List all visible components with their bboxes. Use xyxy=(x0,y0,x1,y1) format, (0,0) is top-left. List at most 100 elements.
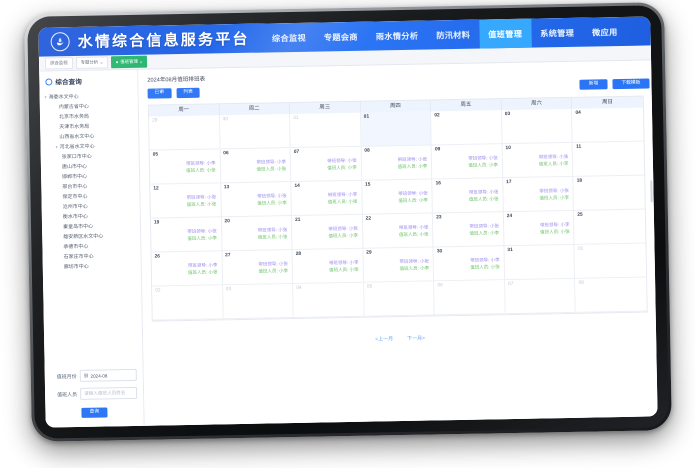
tab-label: 综合监视 xyxy=(49,60,68,66)
water-drop-icon xyxy=(50,32,70,52)
duty-staff: 值班人员: 小李 xyxy=(327,164,357,170)
calendar-cell[interactable]: 03 xyxy=(501,108,574,145)
calendar-cell[interactable]: 23 带班领导: 小张 值班人员: 小李 xyxy=(433,212,505,248)
calendar-day-number: 02 xyxy=(155,288,161,294)
calendar-day-number: 20 xyxy=(224,219,230,225)
calendar-cell[interactable]: 29 带班领导: 小张 值班人员: 小李 xyxy=(363,247,435,283)
duty-staff: 值班人员: 小李 xyxy=(399,265,430,271)
calendar-day-number: 01 xyxy=(577,246,584,252)
tab-close-icon[interactable]: × xyxy=(139,59,143,65)
calendar-cell[interactable]: 02 xyxy=(431,110,503,146)
calendar-cell[interactable]: 08 xyxy=(575,277,647,313)
calendar-day-number: 18 xyxy=(576,178,583,184)
calendar-day-number: 04 xyxy=(575,110,581,116)
tab-1[interactable]: 专题分析 × xyxy=(75,56,108,69)
person-search-input[interactable]: 请输入值班人员姓名 xyxy=(79,386,138,400)
calendar-cell[interactable]: 30 带班领导: 小李 值班人员: 小张 xyxy=(433,246,505,282)
calendar-cell[interactable]: 21 带班领导: 小张 值班人员: 小李 xyxy=(292,214,364,251)
app-body: 综合查询 ▾ 海委水文中心 内蒙古省中心 北京市水务局 天津市水务局 山西省水文中心 ▾ 河北… xyxy=(39,60,658,428)
calendar-cell[interactable]: 22 带班领导: 小张 值班人员: 小张 xyxy=(362,213,434,249)
tree-node-17[interactable]: 廊坊市中心 xyxy=(43,261,141,273)
tree-node-label: 河北省水文中心 xyxy=(59,143,95,151)
calendar-cell[interactable]: 24 带班领导: 小李 值班人员: 小张 xyxy=(503,210,575,247)
nav-item-1[interactable]: 专题会商 xyxy=(323,32,358,42)
sidebar: 综合查询 ▾ 海委水文中心 内蒙古省中心 北京市水务局 天津市水务局 山西省水文中心 ▾ 河北… xyxy=(39,69,145,428)
add-button[interactable]: 新增 xyxy=(579,79,608,90)
calendar-cell[interactable]: 27 带班领导: 小张 值班人员: 小李 xyxy=(222,250,294,286)
calendar-day-number: 03 xyxy=(225,287,232,293)
nav-item-4[interactable]: 值班管理 xyxy=(478,18,532,49)
tab-close-icon[interactable]: × xyxy=(100,59,103,66)
calendar-cell[interactable]: 20 带班领导: 小张 值班人员: 小张 xyxy=(221,216,293,252)
tree-node-label: 承德市中心 xyxy=(63,243,89,251)
month-picker-input[interactable]: ▦ 2024-08 xyxy=(79,368,137,382)
duty-entry: 带班领导: 小张 值班人员: 小李 xyxy=(506,188,570,202)
calendar-cell[interactable]: 30 xyxy=(219,114,291,150)
tree-node-label: 廊坊市中心 xyxy=(63,263,89,271)
calendar-grid: 29 30 31 01 02 03 04 05 带班领导: 小李 值班人员: 小张 06 带班领导: … xyxy=(149,107,647,321)
tab-label: 值班管理 xyxy=(120,58,138,65)
calendar-cell[interactable]: 16 带班领导: 小张 值班人员: 小张 xyxy=(432,178,504,214)
calendar-cell[interactable]: 07 xyxy=(504,278,577,315)
app-header: 水情综合信息服务平台 综合监视 专题会商 雨水情分析 防汛材料 值班管理 系统管理 微应用 xyxy=(38,16,651,57)
list-view-button[interactable]: 列表 xyxy=(176,87,200,99)
calendar-cell[interactable]: 02 xyxy=(152,285,224,321)
vertical-scrollbar[interactable] xyxy=(650,180,653,203)
calendar-cell[interactable]: 03 xyxy=(222,284,294,320)
circle-search-icon xyxy=(45,77,53,86)
nav-item-6[interactable]: 微应用 xyxy=(592,27,618,37)
calendar-cell[interactable]: 01 xyxy=(360,111,432,147)
query-button[interactable]: 查询 xyxy=(81,407,108,418)
tree-node-label: 内蒙古省中心 xyxy=(58,103,89,111)
nav-item-3[interactable]: 防汛材料 xyxy=(436,30,471,40)
action-toolbar: 新增 下载模板 xyxy=(579,78,650,90)
calendar-cell[interactable]: 15 带班领导: 小张 值班人员: 小李 xyxy=(361,179,434,215)
calendar-cell[interactable]: 05 xyxy=(363,281,436,317)
calendar-cell[interactable]: 28 带班领导: 小李 值班人员: 小张 xyxy=(292,248,364,285)
calendar-cell[interactable]: 06 带班领导: 小李 值班人员: 小张 xyxy=(220,148,292,184)
calendar-cell[interactable]: 04 xyxy=(293,282,365,319)
calendar-cell[interactable]: 25 xyxy=(574,209,646,245)
calendar-cell[interactable]: 31 xyxy=(290,112,362,149)
calendar-cell[interactable]: 19 带班领导: 小张 值班人员: 小李 xyxy=(150,217,223,253)
next-month-button[interactable]: 下一月> xyxy=(407,335,426,342)
download-template-button[interactable]: 下载模板 xyxy=(612,78,650,90)
calendar-cell[interactable]: 10 带班领导: 小张 值班人员: 小李 xyxy=(502,142,574,179)
calendar-cell[interactable]: 26 带班领导: 小李 值班人员: 小张 xyxy=(151,251,223,287)
prev-month-button[interactable]: <上一月 xyxy=(375,336,394,343)
calendar-day-number: 16 xyxy=(435,181,441,187)
main-content: 2024年08月值班排班表 已审 列表 新增 下载模板 周一 周二 周三 周四 周五 周六 周日… xyxy=(138,60,658,427)
calendar-day-number: 03 xyxy=(504,112,511,118)
calendar-day-number: 27 xyxy=(225,253,231,259)
calendar-cell[interactable]: 14 带班领导: 小李 值班人员: 小张 xyxy=(291,180,363,217)
calendar-cell[interactable]: 08 带班领导: 小张 值班人员: 小李 xyxy=(361,145,433,181)
calendar-day-number: 28 xyxy=(295,251,302,257)
duty-staff: 值班人员: 小张 xyxy=(187,268,218,275)
calendar-cell[interactable]: 13 带班领导: 小张 值班人员: 小李 xyxy=(220,182,293,218)
calendar-cell[interactable]: 04 xyxy=(572,107,644,143)
nav-item-0[interactable]: 综合监视 xyxy=(271,33,306,43)
calendar-cell[interactable]: 09 带班领导: 小张 值班人员: 小李 xyxy=(431,144,504,180)
calendar-cell[interactable]: 07 带班领导: 小张 值班人员: 小李 xyxy=(290,146,362,183)
calendar-day-number: 15 xyxy=(364,182,371,188)
calendar-cell[interactable]: 18 xyxy=(573,175,645,211)
calendar-cell[interactable]: 05 带班领导: 小李 值班人员: 小张 xyxy=(149,149,221,185)
query-submit-row: 查询 xyxy=(51,405,137,419)
calendar-cell[interactable]: 01 xyxy=(574,243,647,279)
calendar-day-number: 05 xyxy=(366,284,373,290)
calendar-day-number: 04 xyxy=(296,285,302,291)
calendar-cell[interactable]: 11 xyxy=(573,141,645,177)
tab-2[interactable]: 值班管理 × xyxy=(110,55,148,69)
nav-item-5[interactable]: 系统管理 xyxy=(540,28,575,38)
tab-0[interactable]: 综合监视 xyxy=(44,57,73,70)
calendar-cell[interactable]: 06 xyxy=(434,280,506,316)
nav-item-2[interactable]: 雨水情分析 xyxy=(375,31,419,41)
calendar-cell[interactable]: 31 xyxy=(504,244,576,281)
calendar-cell[interactable]: 17 带班领导: 小张 值班人员: 小李 xyxy=(503,176,575,213)
calendar-cell[interactable]: 12 带班领导: 小张 值班人员: 小张 xyxy=(150,183,222,219)
calendar-day-number: 25 xyxy=(577,212,583,218)
approved-button[interactable]: 已审 xyxy=(147,88,172,99)
tree-node-label: 张家口市中心 xyxy=(61,153,92,161)
calendar-cell[interactable]: 29 xyxy=(149,115,221,151)
tree-node-label: 保定市中心 xyxy=(62,193,88,201)
